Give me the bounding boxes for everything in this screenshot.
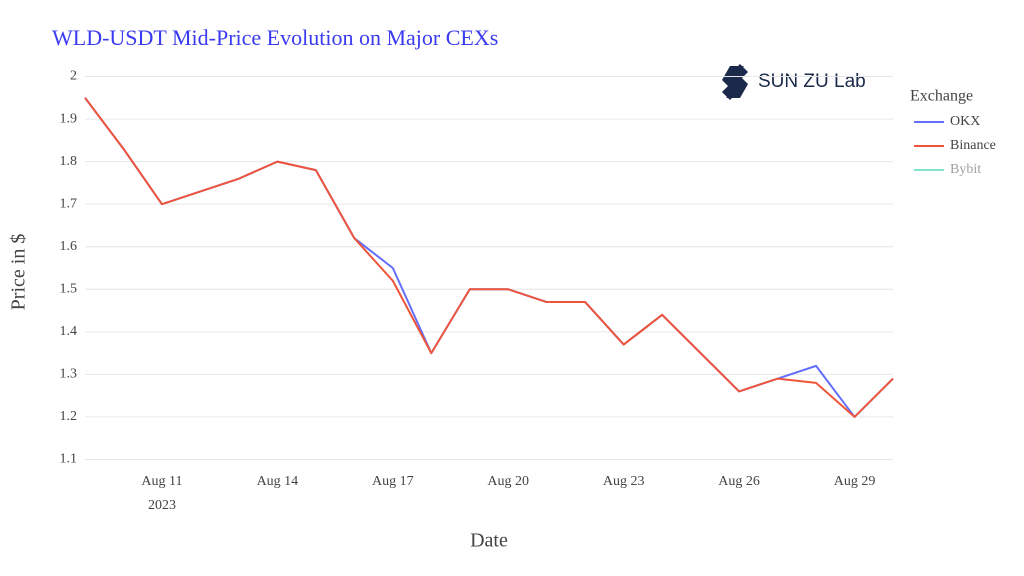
x-tick-label: Aug 29 (834, 474, 876, 489)
legend-label: Bybit (950, 162, 981, 177)
logo-icon (722, 64, 748, 100)
x-tick-label: Aug 14 (257, 474, 299, 489)
x-tick-label: Aug 23 (603, 474, 645, 489)
x-tick-label: Aug 26 (718, 474, 760, 489)
y-tick-label: 1.1 (60, 452, 78, 467)
y-tick-label: 1.4 (60, 324, 78, 339)
legend-title: Exchange (910, 88, 973, 105)
series-line (84, 97, 894, 418)
y-tick-label: 1.2 (60, 409, 78, 424)
y-tick-label: 1.8 (60, 154, 78, 169)
x-tick-label: Aug 11 2023 (141, 474, 182, 513)
chart-title: WLD-USDT Mid-Price Evolution on Major CE… (52, 25, 498, 50)
y-tick-label: 2 (70, 69, 77, 84)
x-tick-label: Aug 17 (372, 474, 414, 489)
y-axis-title: Price in $ (8, 234, 30, 311)
legend-label: OKX (950, 114, 980, 129)
legend-label: Binance (950, 138, 996, 153)
y-tick-label: 1.5 (60, 281, 78, 296)
y-tick-label: 1.7 (60, 196, 78, 211)
x-tick-label: Aug 20 (487, 474, 529, 489)
logo-text: SUN ZU Lab (758, 71, 866, 92)
y-tick-label: 1.3 (60, 367, 78, 382)
series-line (84, 97, 894, 418)
y-tick-label: 1.6 (60, 239, 78, 254)
y-tick-label: 1.9 (60, 111, 78, 126)
x-axis-title: Date (470, 530, 508, 552)
